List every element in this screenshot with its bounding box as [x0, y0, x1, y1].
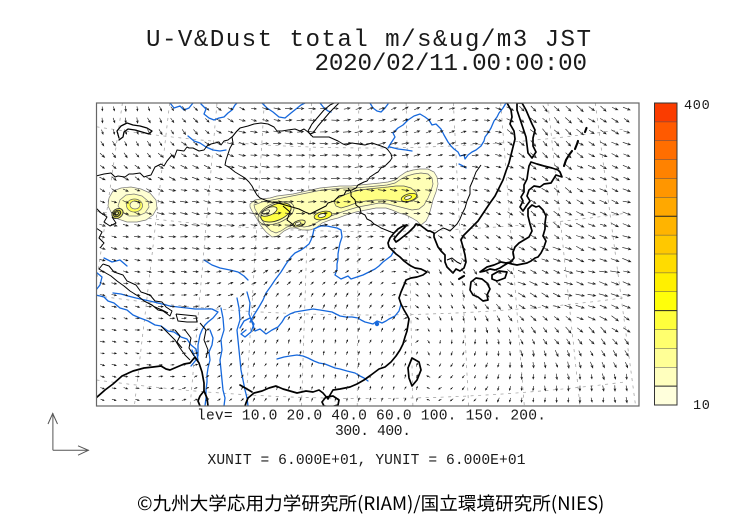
svg-text:300. 400.: 300. 400.: [335, 424, 411, 440]
svg-text:2020/02/11.00:00:00: 2020/02/11.00:00:00: [315, 51, 588, 78]
svg-text:10: 10: [693, 399, 711, 414]
svg-text:400: 400: [684, 99, 710, 114]
svg-text:XUNIT = 6.000E+01, YUNIT = 6.0: XUNIT = 6.000E+01, YUNIT = 6.000E+01: [208, 453, 526, 469]
svg-text:U-V&Dust total m/s&ug/m3 JST: U-V&Dust total m/s&ug/m3 JST: [146, 27, 591, 54]
svg-text:lev= 10.0 20.0 40.0 60.0 100.: lev= 10.0 20.0 40.0 60.0 100. 150. 200.: [197, 409, 546, 425]
